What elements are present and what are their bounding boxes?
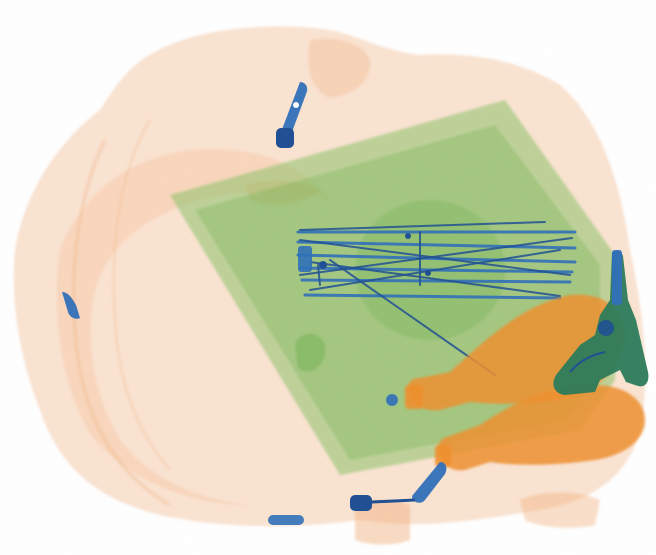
xray-scan-image bbox=[0, 0, 656, 555]
